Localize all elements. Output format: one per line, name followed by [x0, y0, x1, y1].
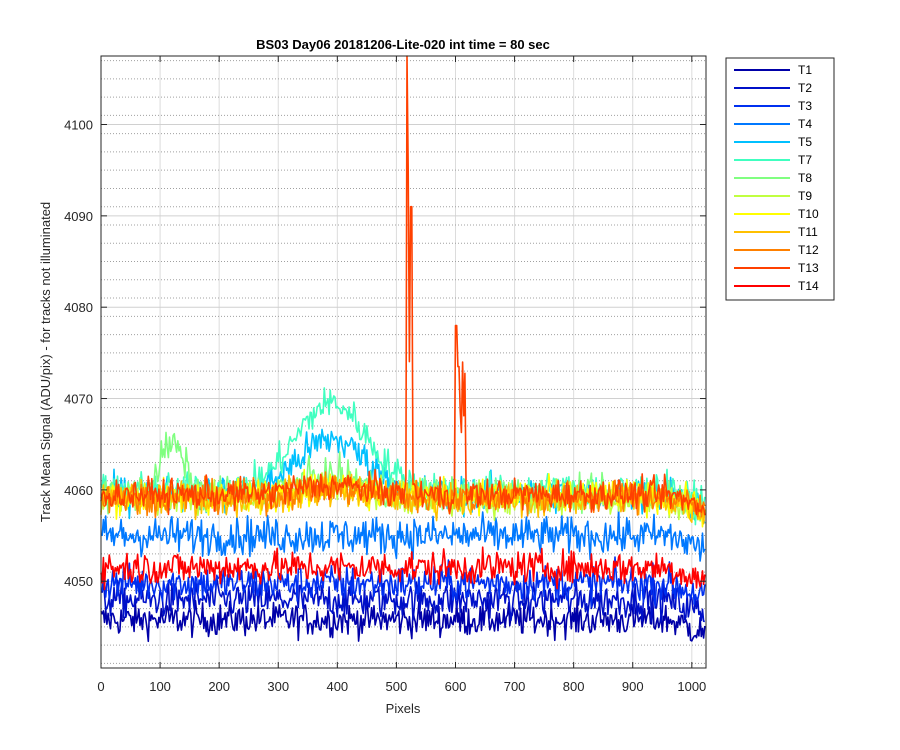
x-tick-label: 200 [208, 679, 230, 694]
series-line-t3 [100, 556, 706, 608]
x-tick-label: 700 [504, 679, 526, 694]
legend-label: T7 [798, 153, 812, 167]
x-tick-label: 500 [386, 679, 408, 694]
series-line-t14 [100, 546, 706, 591]
x-tick-label: 300 [267, 679, 289, 694]
legend-label: T9 [798, 189, 812, 203]
legend: T1 T2 T3 T4 T5 T7 T8 T9 T10 T11 T12 T13 T14 [725, 57, 835, 301]
chart-title: BS03 Day06 20181206-Lite-020 int time = … [256, 37, 550, 52]
x-tick-label: 800 [563, 679, 585, 694]
y-tick-label: 4070 [64, 392, 93, 407]
axes-frame [100, 55, 707, 669]
series-line-t13 [100, 55, 706, 516]
legend-label: T10 [798, 207, 819, 221]
x-axis-label: Pixels [386, 701, 421, 716]
x-tick-label: 600 [445, 679, 467, 694]
x-axis-ticks: 0 100 200 300 400 500 600 700 800 900 1000 [97, 56, 706, 694]
legend-label: T5 [798, 135, 812, 149]
series-line-t4 [100, 507, 706, 562]
x-tick-label: 900 [622, 679, 644, 694]
y-tick-label: 4060 [64, 483, 93, 498]
series-line-t2 [100, 576, 705, 623]
legend-label: T8 [798, 171, 812, 185]
x-tick-label: 400 [326, 679, 348, 694]
legend-label: T2 [798, 81, 812, 95]
y-tick-label: 4100 [64, 118, 93, 133]
legend-label: T4 [798, 117, 812, 131]
legend-label: T14 [798, 279, 819, 293]
y-tick-label: 4090 [64, 209, 93, 224]
series-lines [100, 55, 706, 643]
legend-label: T13 [798, 261, 819, 275]
y-axis-label: Track Mean Signal (ADU/pix) - for tracks… [38, 202, 53, 522]
y-tick-label: 4080 [64, 300, 93, 315]
x-tick-label: 1000 [677, 679, 706, 694]
y-tick-label: 4050 [64, 574, 93, 589]
x-tick-label: 0 [97, 679, 104, 694]
axes-box [100, 55, 707, 669]
legend-label: T3 [798, 99, 812, 113]
x-tick-label: 100 [149, 679, 171, 694]
y-axis-ticks: 4050 4060 4070 4080 4090 4100 [64, 118, 706, 589]
legend-label: T11 [798, 225, 818, 239]
legend-label: T1 [798, 63, 812, 77]
legend-label: T12 [798, 243, 819, 257]
